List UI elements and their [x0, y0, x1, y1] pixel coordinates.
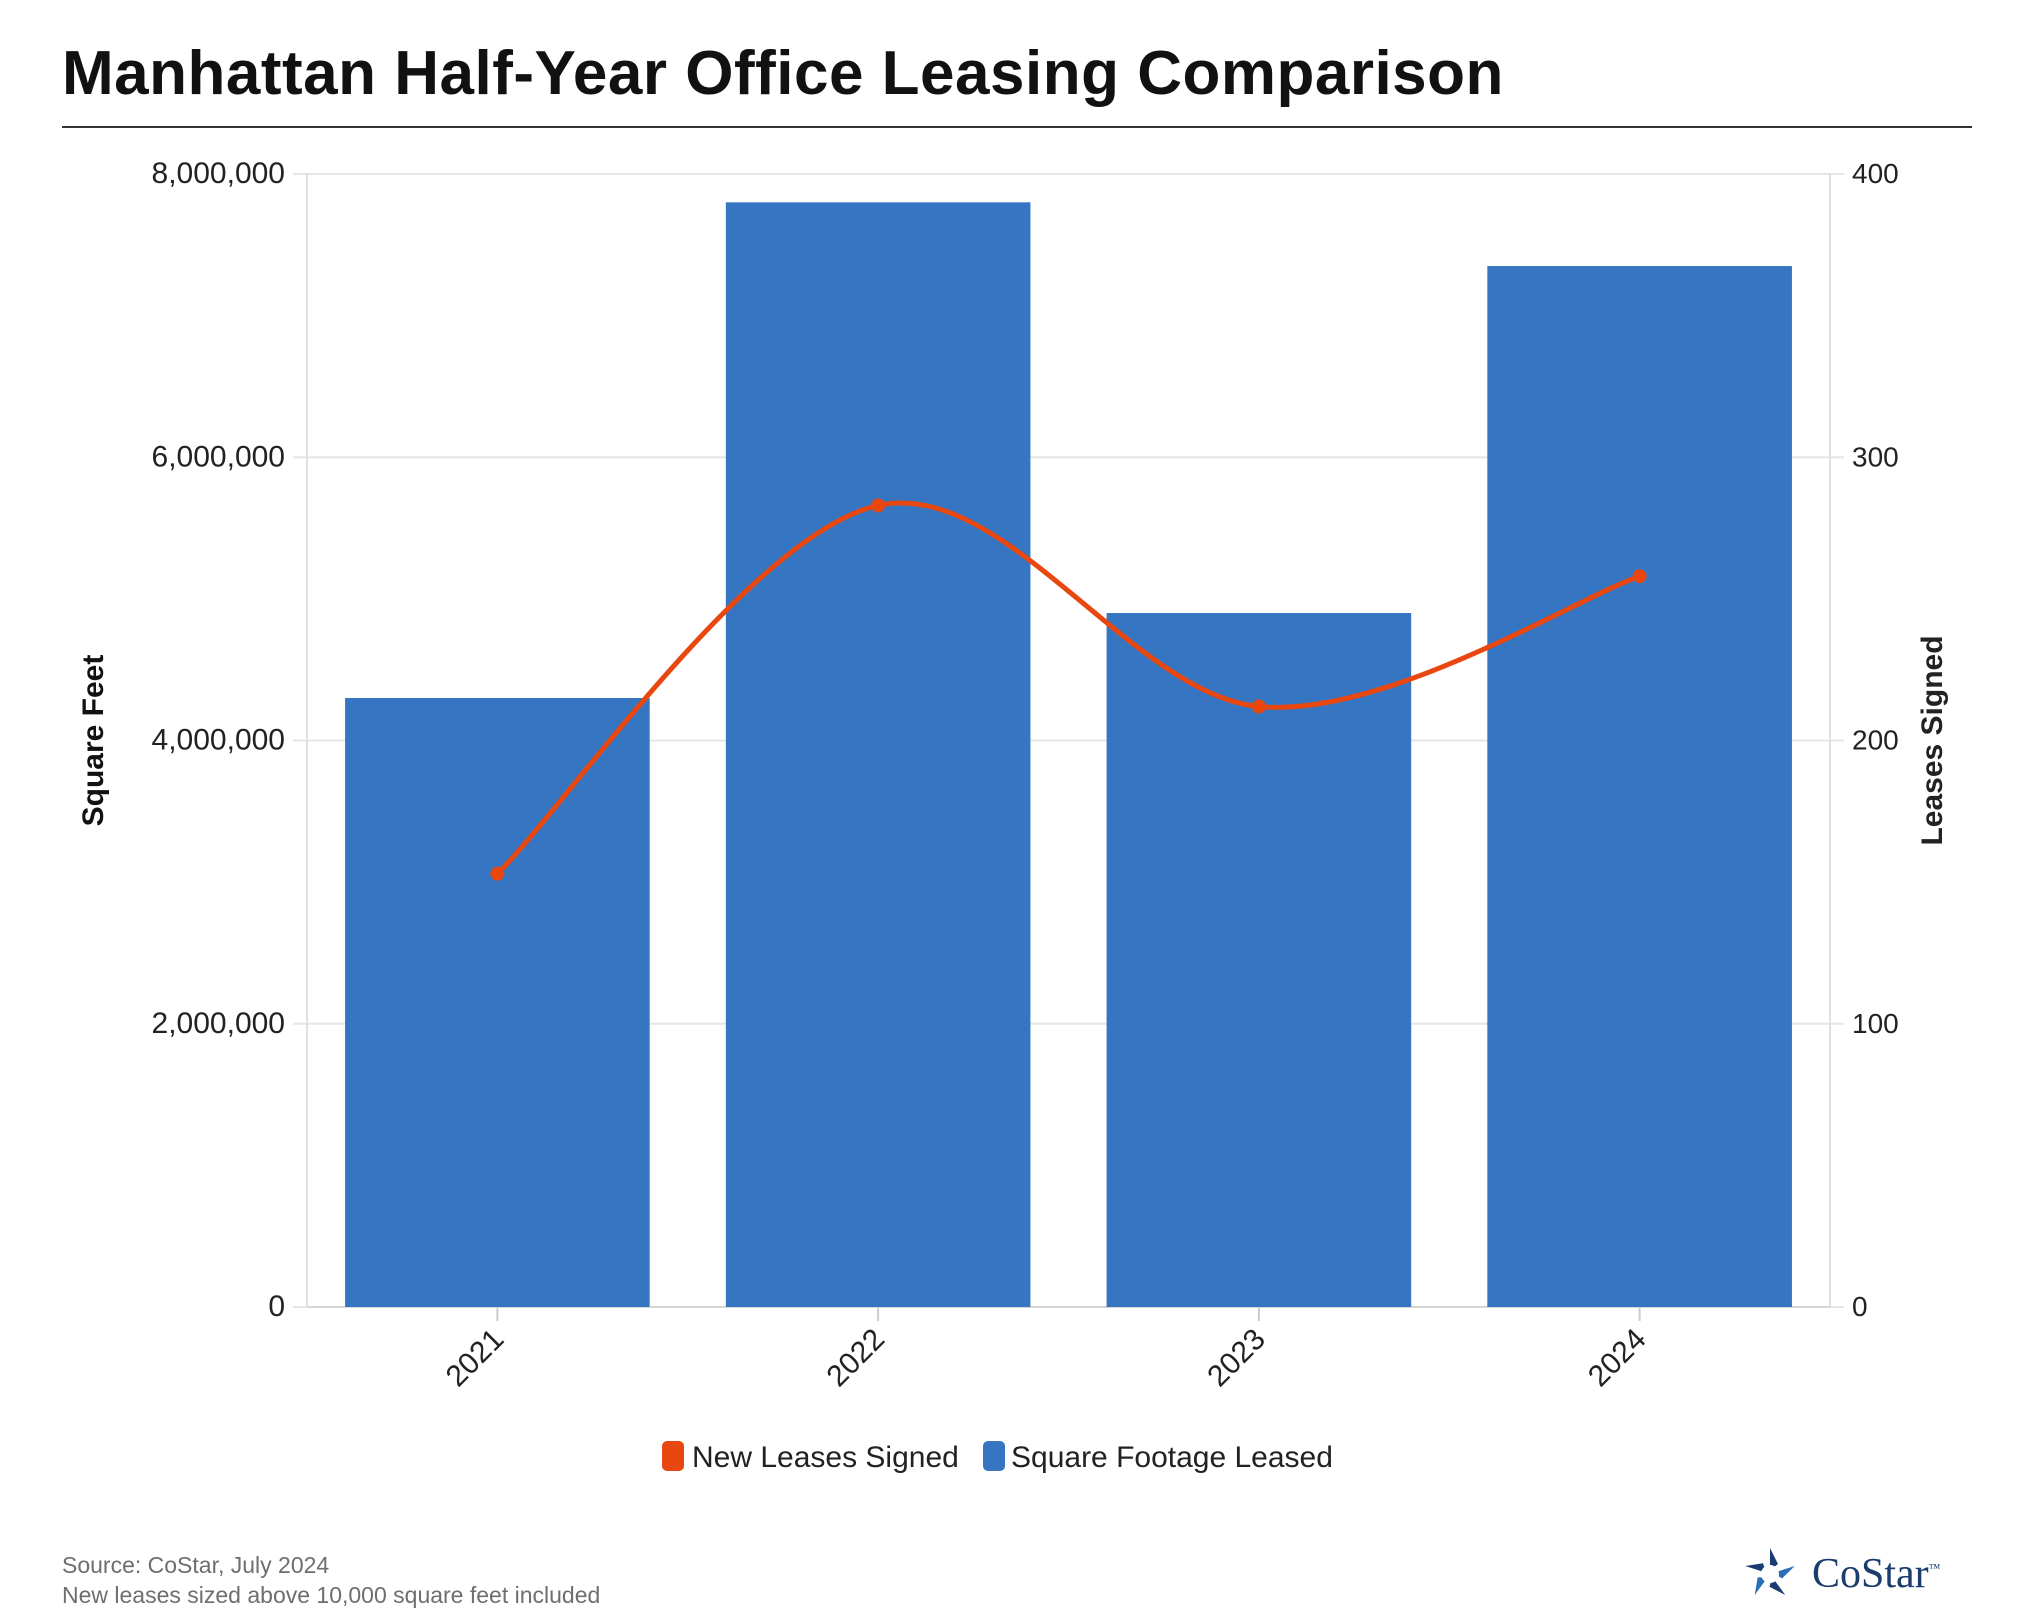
- costar-star-icon: [1745, 1548, 1795, 1596]
- x-tick-label: 2023: [1201, 1323, 1272, 1394]
- footnote: New leases sized above 10,000 square fee…: [62, 1582, 601, 1608]
- title-divider: [62, 126, 1972, 128]
- y-tick-label: 4,000,000: [152, 724, 285, 757]
- bar: [1487, 266, 1792, 1307]
- legend-label-square-footage: Square Footage Leased: [1011, 1441, 1333, 1474]
- legend-label-new-leases: New Leases Signed: [692, 1441, 959, 1474]
- leases-point: [1251, 699, 1266, 714]
- y2-tick-label: 200: [1852, 725, 1899, 756]
- x-tick-label: 2024: [1582, 1323, 1653, 1394]
- bar: [345, 698, 650, 1307]
- y-tick-label: 8,000,000: [152, 157, 285, 190]
- leases-line: [495, 500, 1641, 876]
- y2-axis-title: Leases Signed: [1916, 635, 1949, 845]
- y2-tick-label: 0: [1852, 1291, 1868, 1322]
- legend-swatch-new-leases: [662, 1441, 684, 1471]
- leases-point: [871, 498, 886, 513]
- y2-tick-label: 400: [1852, 158, 1899, 189]
- leases-point: [1632, 569, 1647, 584]
- x-tick-label: 2022: [821, 1323, 892, 1394]
- chart-title: Manhattan Half-Year Office Leasing Compa…: [62, 39, 1504, 108]
- y-tick-label: 2,000,000: [152, 1007, 285, 1040]
- brand-name: CoStar: [1812, 1551, 1929, 1597]
- leases-point: [490, 866, 505, 881]
- bar: [1106, 613, 1412, 1307]
- y-tick-label: 6,000,000: [152, 440, 285, 473]
- chart: 0 0 2,000,000 100 4,000,000 200 6,000,000 300 8,…: [77, 157, 1949, 1474]
- y2-tick-label: 100: [1852, 1008, 1899, 1039]
- costar-logo: CoStar™: [1740, 1540, 1980, 1606]
- bar: [725, 202, 1031, 1308]
- legend-swatch-square-footage: [983, 1441, 1005, 1471]
- y2-tick-label: 300: [1852, 441, 1899, 472]
- x-tick-label: 2021: [440, 1323, 511, 1394]
- y-tick-label: 0: [268, 1290, 285, 1323]
- y-axis-title: Square Feet: [77, 655, 110, 827]
- brand-trademark: ™: [1928, 1561, 1941, 1575]
- source-note: Source: CoStar, July 2024: [62, 1552, 330, 1578]
